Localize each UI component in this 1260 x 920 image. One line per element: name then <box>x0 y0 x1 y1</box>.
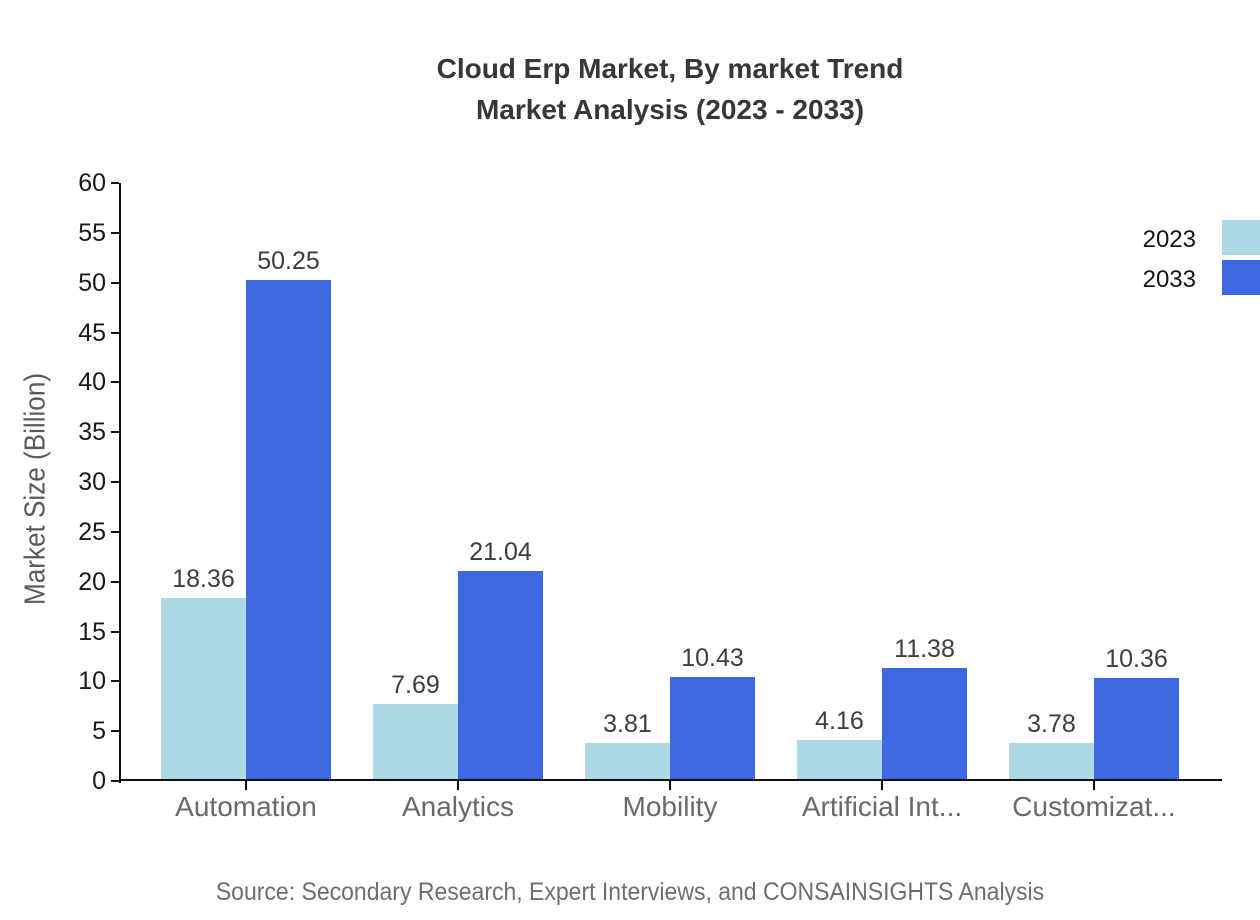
legend-label-2033: 2033 <box>1142 266 1196 293</box>
y-tick-label: 30 <box>78 468 106 496</box>
x-tick <box>1093 781 1095 790</box>
category-label: Customizat... <box>1012 791 1176 822</box>
bar-2033 <box>246 280 331 781</box>
bar-value-label: 50.25 <box>257 247 320 275</box>
y-tick <box>111 581 119 583</box>
category-label: Artificial Int... <box>801 791 963 822</box>
y-tick <box>111 631 119 633</box>
y-tick <box>111 481 119 483</box>
category-label: Mobility <box>622 791 718 822</box>
y-tick-label: 55 <box>78 219 106 247</box>
bar-value-label: 3.81 <box>603 710 652 738</box>
x-axis-line <box>119 779 1222 781</box>
bar-value-label: 7.69 <box>391 671 440 699</box>
bar-2033 <box>1094 678 1179 781</box>
y-tick <box>111 730 119 732</box>
y-tick-label: 40 <box>78 368 106 396</box>
bar-2023 <box>585 743 670 781</box>
category-label: Analytics <box>401 791 515 822</box>
bar-2023 <box>797 740 882 781</box>
x-tick <box>457 781 459 790</box>
y-axis-line <box>119 183 121 783</box>
y-tick-label: 10 <box>78 667 106 695</box>
x-tick <box>669 781 671 790</box>
y-tick <box>111 381 119 383</box>
bar-value-label: 3.78 <box>1027 710 1076 738</box>
legend-swatch-2033 <box>1222 260 1260 295</box>
bar-2023 <box>161 598 246 781</box>
y-tick-label: 45 <box>78 319 106 347</box>
y-tick-label: 15 <box>78 618 106 646</box>
bar-2033 <box>458 571 543 781</box>
y-tick-label: 0 <box>92 767 106 795</box>
bar-2023 <box>373 704 458 781</box>
y-tick-label: 20 <box>78 568 106 596</box>
x-tick <box>245 781 247 790</box>
x-tick <box>881 781 883 790</box>
y-tick-label: 25 <box>78 518 106 546</box>
bar-2023 <box>1009 743 1094 781</box>
bar-2033 <box>670 677 755 781</box>
source-note: Source: Secondary Research, Expert Inter… <box>215 878 1045 906</box>
bar-2033 <box>882 668 967 781</box>
chart-title: Cloud Erp Market, By market Trend Market… <box>120 48 1220 130</box>
y-tick <box>111 182 119 184</box>
y-tick <box>111 431 119 433</box>
y-tick <box>111 780 119 782</box>
y-tick <box>111 531 119 533</box>
bar-value-label: 11.38 <box>894 635 955 663</box>
y-tick <box>111 282 119 284</box>
y-tick <box>111 332 119 334</box>
chart-title-line-2: Market Analysis (2023 - 2033) <box>475 94 865 125</box>
bar-value-label: 21.04 <box>469 538 532 566</box>
bar-value-label: 10.36 <box>1105 645 1168 673</box>
y-tick <box>111 232 119 234</box>
y-tick-label: 60 <box>78 169 106 197</box>
y-tick-label: 5 <box>92 717 106 745</box>
bar-value-label: 10.43 <box>681 644 744 672</box>
chart-title-line-1: Cloud Erp Market, By market Trend <box>436 53 904 84</box>
y-tick-label: 35 <box>78 418 106 446</box>
legend-swatch-2023 <box>1222 220 1260 255</box>
bar-value-label: 4.16 <box>815 707 864 735</box>
bar-value-label: 18.36 <box>172 565 235 593</box>
category-label: Automation <box>175 791 317 822</box>
y-tick-label: 50 <box>78 269 106 297</box>
y-tick <box>111 680 119 682</box>
legend-label-2023: 2023 <box>1142 226 1196 253</box>
